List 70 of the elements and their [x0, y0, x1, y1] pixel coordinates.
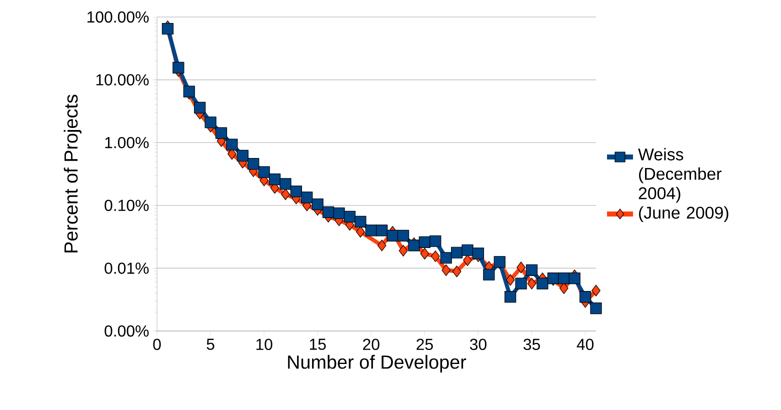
x-tick-label: 40	[576, 338, 594, 350]
point	[226, 138, 238, 150]
x-tick-label: 25	[416, 338, 433, 350]
point	[515, 278, 527, 290]
point	[248, 158, 260, 170]
point	[472, 248, 484, 260]
point	[451, 246, 463, 258]
y-axis-title: Percent of Projects	[64, 94, 82, 252]
point	[215, 127, 228, 139]
x-tick-label: 15	[310, 338, 326, 350]
point	[386, 230, 398, 242]
point	[377, 240, 386, 252]
legend-label: (June 2009)	[639, 206, 728, 222]
point	[440, 252, 452, 264]
point	[397, 230, 410, 242]
point	[452, 266, 462, 278]
point	[258, 166, 270, 178]
y-tick-label: 0.01%	[104, 262, 149, 274]
point	[280, 178, 292, 190]
point	[527, 278, 536, 290]
point	[333, 207, 345, 220]
point	[462, 244, 474, 256]
x-axis-title: Number of Developer	[288, 354, 466, 373]
point	[536, 278, 548, 290]
y-tick-label: 0.00%	[104, 325, 149, 337]
point	[516, 262, 526, 274]
y-tick-label: 100.00%	[88, 11, 149, 23]
x-tick-label: 20	[363, 338, 380, 350]
point	[418, 236, 430, 248]
point	[398, 244, 408, 256]
legend-label: Weiss (December 2004)	[638, 148, 722, 203]
y-tick-label: 1.00%	[105, 136, 149, 148]
point	[172, 62, 184, 74]
point	[301, 192, 313, 204]
point	[312, 198, 324, 210]
point	[592, 284, 600, 296]
point	[204, 116, 216, 128]
point	[442, 264, 451, 276]
x-tick-label: 10	[256, 338, 272, 350]
x-tick-label: 0	[153, 338, 161, 350]
point	[236, 150, 248, 162]
point	[290, 186, 302, 198]
point	[526, 264, 538, 276]
point	[504, 291, 516, 303]
point	[376, 224, 388, 236]
point	[558, 272, 570, 284]
point	[430, 235, 442, 247]
x-tick-label: 5	[206, 338, 214, 350]
point	[183, 86, 195, 98]
point	[268, 174, 281, 186]
y-tick-label: 10.00%	[96, 74, 149, 86]
point	[408, 240, 420, 252]
point	[430, 250, 440, 262]
point	[322, 206, 334, 218]
point	[506, 274, 515, 286]
point	[463, 254, 472, 266]
point	[483, 268, 495, 280]
point	[365, 224, 377, 236]
point	[579, 291, 592, 303]
point	[162, 22, 174, 35]
point	[344, 210, 356, 223]
point	[354, 216, 366, 228]
point	[420, 248, 430, 260]
point	[568, 272, 580, 284]
point	[194, 102, 206, 114]
point	[590, 302, 602, 314]
x-tick-label: 35	[524, 338, 540, 350]
x-tick-label: 30	[470, 338, 486, 350]
point	[281, 188, 290, 200]
y-tick-label: 0.10%	[104, 200, 149, 212]
